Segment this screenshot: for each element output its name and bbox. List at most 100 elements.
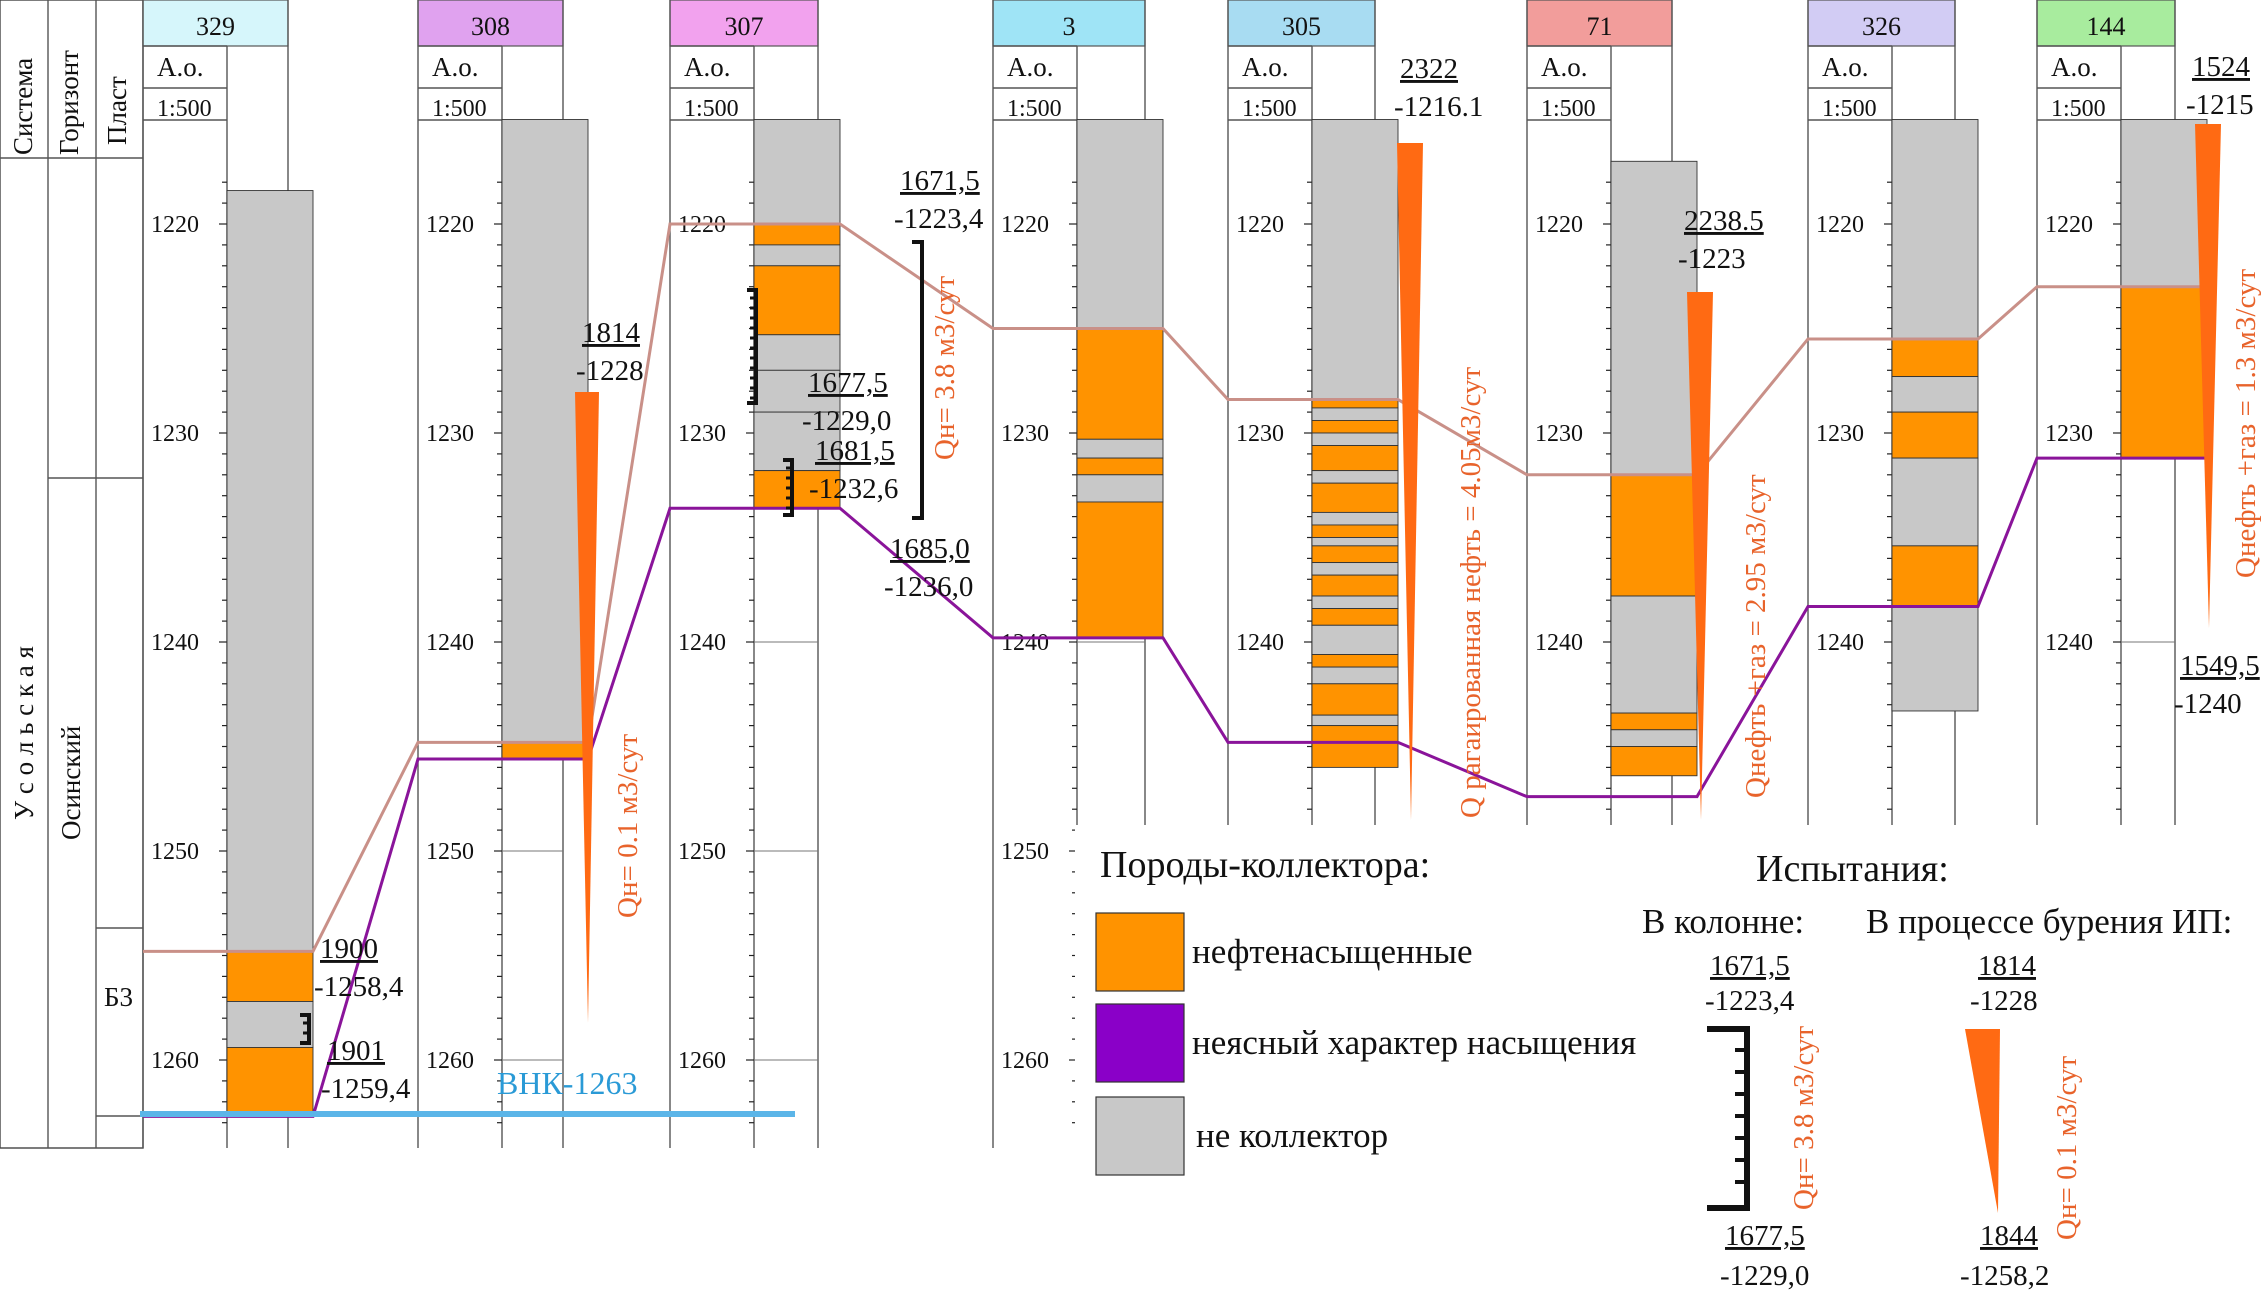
lithology-oil (1891, 545, 1979, 607)
legend-oil-label: нефтенасыщенные (1192, 932, 1473, 971)
well-307-test-d-abs: -1236,0 (884, 571, 973, 603)
well-id-label: 326 (1862, 12, 1901, 41)
legend-col-top-md: 1671,5 (1710, 950, 1790, 982)
depth-tick-label: 1240 (1816, 630, 1864, 656)
depth-tick-label: 1220 (1236, 212, 1284, 238)
vnk-label: ВНК-1263 (497, 1065, 637, 1101)
lithology-oil (1311, 524, 1399, 538)
well-id-label: 3 (1063, 12, 1076, 41)
lithology-non (753, 244, 841, 267)
lithology-non (1311, 666, 1399, 685)
lithology-non (1076, 438, 1164, 459)
well-307-test-c-abs: -1232,6 (809, 473, 898, 505)
well-id-label: 144 (2087, 12, 2126, 41)
well-header-cell (142, 0, 289, 47)
well-id-label: 71 (1587, 12, 1613, 41)
well-329-test-b-md: 1901 (327, 1035, 385, 1067)
legend-dr-bot-abs: -1258,2 (1960, 1260, 2049, 1292)
depth-tick-label: 1260 (678, 1048, 726, 1074)
well-308: 308 А.о. 1:500 1220 1230 1240 1250 1260 (417, 0, 589, 1148)
well-header-cell (992, 0, 1146, 47)
well-329: 329 А.о. 1:500 1220 1230 1240 1250 1260 (142, 0, 314, 1148)
well-header-cell (1227, 0, 1376, 47)
lithology-column (753, 119, 841, 509)
well-144-test-b-md: 1549,5 (2180, 650, 2260, 682)
legend-column-test-bracket-icon (1707, 1026, 1750, 1211)
lithology-non (1610, 729, 1698, 747)
legend-column-label: В колонне: (1642, 902, 1804, 941)
scale-label: 1:500 (157, 96, 212, 122)
lithology-oil (1610, 746, 1698, 777)
ao-label: А.о. (1007, 52, 1054, 82)
well-329-test-a-md: 1900 (320, 933, 378, 965)
depth-tick-label: 1230 (1816, 421, 1864, 447)
lithology-column (501, 119, 589, 760)
depth-tick-label: 1230 (1001, 421, 1049, 447)
well-307-column-test-a-icon (747, 288, 758, 405)
depth-tick-label: 1230 (678, 421, 726, 447)
depth-tick-label: 1250 (151, 839, 199, 865)
lithology-non (1311, 470, 1399, 484)
depth-tick-label: 1230 (2045, 421, 2093, 447)
header-horizon: Горизонт (54, 50, 84, 155)
well-tracks: 329 А.о. 1:500 1220 1230 1240 1250 1260 308 А.о. 1… (142, 0, 2208, 1148)
legend-col-q: Qн= 3.8 м3/сут (1788, 1026, 1820, 1210)
legend-col-bot-abs: -1229,0 (1720, 1260, 1809, 1292)
lithology-oil (753, 265, 841, 336)
lithology-non (1891, 457, 1979, 547)
lithology-non (501, 119, 589, 743)
lithology-non (1311, 714, 1399, 727)
lithology-non (1311, 407, 1399, 421)
lithology-non (753, 334, 841, 371)
well-307-test-c-md: 1681,5 (815, 435, 895, 467)
left-header-columns: Система Горизонт Пласт У с о л ь с к а я… (0, 0, 144, 1149)
well-305-test-md: 2322 (1400, 53, 1458, 85)
depth-tick-label: 1220 (1816, 212, 1864, 238)
well-71-drilling-test-cone-icon (1687, 292, 1713, 820)
lithology-non (226, 1001, 314, 1048)
legend-bracket-ticks (1735, 1048, 1747, 1184)
lithology-oil (501, 741, 589, 760)
well-71-test-md: 2238.5 (1684, 205, 1764, 237)
well-id-label: 329 (196, 12, 235, 41)
horizon-value: Осинский (56, 726, 86, 840)
lithology-non (226, 190, 314, 952)
lithology-oil (1311, 683, 1399, 716)
depth-tick-label: 1230 (426, 421, 474, 447)
lithology-non (1610, 160, 1698, 476)
depth-tick-label: 1240 (151, 630, 199, 656)
legend-dr-top-md: 1814 (1978, 950, 2037, 982)
depth-tick-label: 1220 (1001, 212, 1049, 238)
vnk-contact: ВНК-1263 (140, 1065, 795, 1117)
lithology-column (1311, 119, 1399, 768)
lithology-oil (1311, 608, 1399, 626)
well-144-q: Qнефть +газ = 1.3 м3/сут (2230, 269, 2262, 578)
well-308-test-abs: -1228 (576, 355, 644, 387)
depth-tick-label: 1230 (1535, 421, 1583, 447)
well-3: 3 А.о. 1:500 1220 1230 1240 1250 1260 (992, 0, 1164, 1148)
well-307-test-b-md: 1677,5 (808, 367, 888, 399)
lithology-oil (1076, 457, 1164, 476)
legend-title: Породы-коллектора: (1100, 844, 1430, 886)
well-144-test-a-abs: -1215 (2186, 89, 2254, 121)
lithology-oil (1891, 411, 1979, 459)
legend-unclear-label: неясный характер насыщения (1192, 1023, 1636, 1062)
depth-tick-label: 1240 (1001, 630, 1049, 656)
lithology-oil (1311, 482, 1399, 513)
header-system: Система (8, 58, 38, 155)
well-307-column-test-b-icon (783, 458, 794, 517)
lithology-oil (226, 1047, 314, 1117)
scale-label: 1:500 (684, 96, 739, 122)
depth-tick-label: 1250 (1001, 839, 1049, 865)
well-id-label: 307 (725, 12, 764, 41)
well-144-test-a-md: 1524 (2192, 51, 2251, 83)
lithology-oil (753, 223, 841, 246)
lithology-oil (1311, 445, 1399, 472)
well-144-test-b-abs: -1240 (2174, 688, 2242, 720)
layer-value: Б3 (104, 982, 133, 1012)
depth-tick-label: 1260 (151, 1048, 199, 1074)
lithology-non (753, 369, 841, 413)
